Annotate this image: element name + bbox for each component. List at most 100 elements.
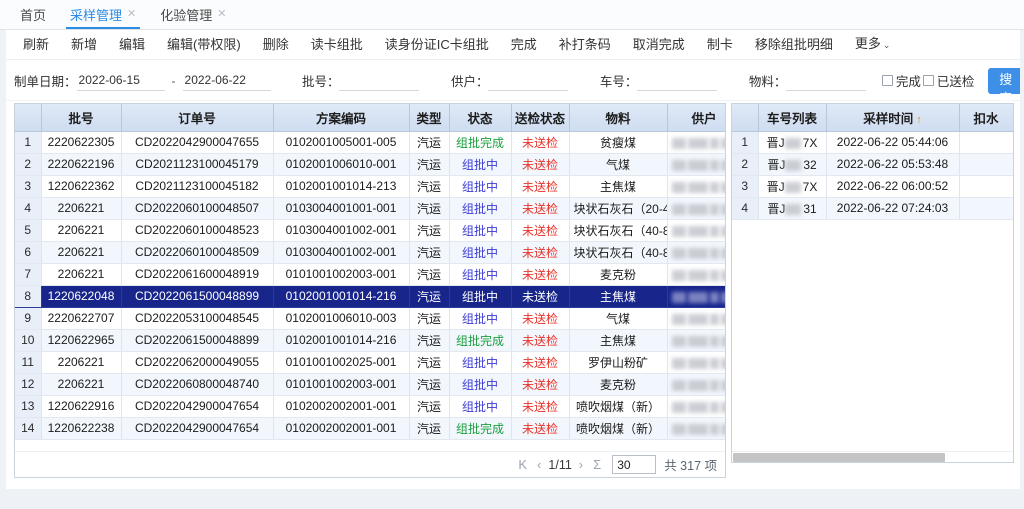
- sent-for-inspection-checkbox[interactable]: 已送检: [922, 71, 974, 90]
- add-button[interactable]: 新增: [71, 36, 98, 52]
- table-row[interactable]: 10 1220622965 CD2022061500048899 0102001001…: [15, 329, 725, 352]
- cell-material: 喷吹烟煤（新）: [569, 395, 668, 418]
- prev-page-icon[interactable]: ‹: [537, 457, 542, 472]
- truck-no-input[interactable]: [637, 70, 718, 91]
- edit-with-permission-button[interactable]: 编辑(带权限): [167, 36, 241, 52]
- redacted-block: [784, 137, 801, 149]
- checkbox-icon[interactable]: [881, 75, 893, 86]
- checkbox-icon[interactable]: [922, 75, 934, 86]
- sort-ascending-icon[interactable]: ↑: [916, 113, 922, 126]
- cell-batch-no: 2206221: [41, 351, 122, 374]
- tab-assay-management[interactable]: 化验管理 ✕: [148, 0, 238, 29]
- cell-batch-no: 1220622048: [41, 285, 122, 308]
- tab-home[interactable]: 首页: [8, 0, 58, 29]
- cancel-complete-button[interactable]: 取消完成: [632, 36, 685, 52]
- truck-grid: 车号列表 采样时间 ↑ 扣水 1 晋J 7X 2022-06-22 05:44:06 2 晋…: [731, 103, 1014, 463]
- page-size-input[interactable]: [612, 455, 657, 474]
- read-id-ic-card-batch-button[interactable]: 读身份证IC卡组批: [384, 36, 489, 52]
- make-card-button[interactable]: 制卡: [706, 36, 733, 52]
- search-button[interactable]: 搜 索: [988, 67, 1024, 106]
- cell-order-no: CD2022061500048899: [121, 329, 274, 352]
- table-row[interactable]: 8 1220622048 CD2022061500048899 01020010010…: [15, 285, 725, 308]
- redacted-block: [709, 379, 719, 391]
- order-date-to-input[interactable]: [182, 70, 271, 91]
- column-header-rownum[interactable]: [15, 104, 42, 132]
- cell-type: 汽运: [409, 219, 450, 242]
- table-row[interactable]: 3 1220622362 CD2021123100045182 01020010010…: [15, 175, 725, 198]
- column-header-supplier[interactable]: 供户: [667, 104, 725, 132]
- column-header-rownum[interactable]: [732, 104, 759, 132]
- cell-status: 组批中: [449, 197, 512, 220]
- cell-supplier: 材: [667, 197, 725, 220]
- table-row[interactable]: 1 晋J 7X 2022-06-22 05:44:06: [732, 131, 1013, 154]
- completed-checkbox-label: 完成: [895, 75, 921, 89]
- row-number: 12: [15, 373, 42, 396]
- scrollbar-thumb[interactable]: [733, 453, 945, 462]
- cell-batch-no: 2206221: [41, 219, 122, 242]
- table-row[interactable]: 4 2206221 CD2022060100048507 0103004001001-…: [15, 197, 725, 220]
- first-page-icon[interactable]: K: [518, 457, 528, 472]
- order-date-from-input[interactable]: [76, 70, 165, 91]
- cell-order-no: CD2022042900047654: [121, 417, 274, 440]
- table-row[interactable]: 2 晋J 32 2022-06-22 05:53:48: [732, 153, 1013, 176]
- truck-grid-horizontal-scrollbar[interactable]: [732, 451, 1013, 462]
- close-icon[interactable]: ✕: [127, 8, 137, 20]
- redacted-block: [687, 423, 708, 435]
- redacted-block: [720, 401, 725, 413]
- completed-checkbox[interactable]: 完成: [881, 71, 921, 90]
- cell-send-status: 未送检: [511, 395, 570, 418]
- column-header-status[interactable]: 状态: [449, 104, 512, 132]
- cell-water-deduction: [959, 153, 1013, 176]
- redacted-block: [720, 335, 725, 347]
- more-button[interactable]: 更多 ⌄: [844, 29, 902, 60]
- table-row[interactable]: 14 1220622238 CD2022042900047654 0102002002…: [15, 417, 725, 440]
- refresh-button[interactable]: 刷新: [23, 36, 50, 52]
- table-row[interactable]: 5 2206221 CD2022060100048523 0103004001002-…: [15, 219, 725, 242]
- table-row[interactable]: 3 晋J 7X 2022-06-22 06:00:52: [732, 175, 1013, 198]
- next-page-icon[interactable]: ›: [578, 457, 584, 472]
- table-row[interactable]: 12 2206221 CD2022060800048740 0101001002003…: [15, 373, 725, 396]
- cell-order-no: CD2022060800048740: [121, 373, 274, 396]
- column-header-type[interactable]: 类型: [409, 104, 450, 132]
- tab-sampling-management[interactable]: 采样管理 ✕: [58, 0, 148, 29]
- tab-label: 首页: [20, 8, 47, 23]
- remove-batch-detail-button[interactable]: 移除组批明细: [754, 36, 833, 52]
- supplier-input[interactable]: [488, 70, 569, 91]
- table-row[interactable]: 6 2206221 CD2022060100048509 0103004001002-…: [15, 241, 725, 264]
- column-header-batch-no[interactable]: 批号: [41, 104, 122, 132]
- cell-order-no: CD2022060100048507: [121, 197, 274, 220]
- table-row[interactable]: 11 2206221 CD2022062000049055 0101001002025…: [15, 351, 725, 374]
- last-page-icon[interactable]: Σ: [593, 457, 602, 472]
- table-row[interactable]: 7 2206221 CD2022061600048919 0101001002003-…: [15, 263, 725, 286]
- cell-order-no: CD2022061500048899: [121, 285, 274, 308]
- column-header-send-status[interactable]: 送检状态: [511, 104, 570, 132]
- table-row[interactable]: 2 2220622196 CD2021123100045179 01020010060…: [15, 153, 725, 176]
- complete-button[interactable]: 完成: [510, 36, 537, 52]
- column-header-truck-list[interactable]: 车号列表: [758, 104, 827, 132]
- column-header-scheme-code[interactable]: 方案编码: [273, 104, 410, 132]
- table-row[interactable]: 4 晋J 31 2022-06-22 07:24:03: [732, 197, 1013, 220]
- row-number: 9: [15, 307, 42, 330]
- column-header-material[interactable]: 物料: [569, 104, 668, 132]
- edit-button[interactable]: 编辑: [119, 36, 146, 52]
- truck-prefix: 晋J: [766, 135, 785, 150]
- cell-supplier: 贸: [667, 263, 725, 286]
- redacted-block: [687, 247, 708, 259]
- column-header-water-deduction[interactable]: 扣水: [959, 104, 1013, 132]
- close-icon[interactable]: ✕: [217, 8, 227, 20]
- cell-supplier: 有: [667, 329, 725, 352]
- batch-no-input[interactable]: [339, 70, 420, 91]
- table-row[interactable]: 13 1220622916 CD2022042900047654 0102002002…: [15, 395, 725, 418]
- reprint-barcode-button[interactable]: 补打条码: [558, 36, 611, 52]
- column-header-sampling-time[interactable]: 采样时间 ↑: [826, 104, 960, 132]
- cell-order-no: CD2022061600048919: [121, 263, 274, 286]
- read-card-batch-button[interactable]: 读卡组批: [310, 36, 363, 52]
- cell-supplier: 能: [667, 395, 725, 418]
- table-row[interactable]: 9 2220622707 CD2022053100048545 01020010060…: [15, 307, 725, 330]
- delete-button[interactable]: 删除: [262, 36, 289, 52]
- cell-send-status: 未送检: [511, 197, 570, 220]
- cell-type: 汽运: [409, 241, 450, 264]
- material-input[interactable]: [786, 70, 867, 91]
- table-row[interactable]: 1 2220622305 CD2022042900047655 01020010050…: [15, 131, 725, 154]
- column-header-order-no[interactable]: 订单号: [121, 104, 274, 132]
